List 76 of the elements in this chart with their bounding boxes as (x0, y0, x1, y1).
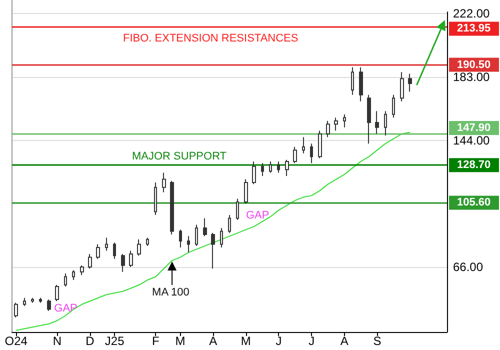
y-tick-label: 144.00 (453, 133, 490, 148)
candlestick (310, 143, 313, 164)
x-tick-label: J (276, 334, 282, 348)
candlestick (293, 146, 297, 164)
candlestick (72, 270, 75, 281)
y-tick-label: 183.00 (453, 70, 490, 84)
candlestick (88, 254, 92, 270)
candlestick (384, 110, 387, 136)
candlestick (105, 237, 108, 252)
ref-line-label: 190.50 (457, 58, 491, 71)
candlestick (367, 94, 371, 144)
candlestick (334, 117, 338, 132)
x-tick-label: J (308, 334, 315, 348)
candlestick (113, 242, 116, 260)
candlestick (408, 73, 412, 92)
x-tick-label: A (340, 334, 348, 348)
candlestick (31, 297, 34, 304)
candlestick (39, 297, 42, 304)
annotation: GAP (246, 210, 270, 222)
candlestick (179, 229, 182, 248)
candlestick (154, 182, 157, 216)
line-series (16, 132, 411, 331)
candlestick (285, 159, 289, 177)
x-tick-label: O24 (4, 334, 28, 348)
candlestick (137, 238, 141, 256)
candlestick (64, 273, 67, 288)
x-tick-label: A (209, 334, 218, 348)
candlestick (121, 254, 125, 272)
ref-line-label: 213.95 (457, 22, 491, 35)
ref-line-label: 147.90 (457, 122, 491, 134)
candlestick (236, 198, 239, 220)
candlestick (220, 228, 223, 248)
candlestick (400, 72, 404, 102)
candlestick (302, 136, 305, 154)
candlestick (261, 162, 264, 177)
candlestick (326, 120, 330, 138)
y-tick-label: 222.00 (453, 6, 490, 21)
candlestick (375, 110, 379, 134)
annotation: MA 100 (152, 286, 190, 298)
candlestick (129, 250, 133, 268)
candlestick (359, 66, 363, 102)
candlestick (162, 172, 166, 193)
candlestick (146, 237, 149, 246)
candlestick (252, 160, 256, 185)
candlestick (211, 232, 215, 270)
x-tick-label: S (373, 334, 382, 348)
candlestick (55, 284, 59, 302)
ref-line-label: 128.70 (457, 159, 491, 172)
candlestick (80, 264, 84, 276)
x-tick-label: F (152, 334, 160, 348)
candlestick (14, 302, 18, 318)
candlestick (244, 178, 248, 204)
candlestick (392, 94, 395, 118)
x-tick-label: J25 (104, 334, 125, 348)
annotation: MAJOR SUPPORT (132, 150, 227, 162)
x-tick-label: M (175, 334, 186, 348)
candlestick (170, 180, 174, 236)
candlestick (351, 66, 354, 96)
candlestick (47, 299, 51, 312)
candlestick (343, 114, 346, 128)
candlestick (96, 244, 100, 260)
x-tick-label: M (240, 334, 251, 348)
annotation: FIBO. EXTENSION RESISTANCES (123, 32, 298, 44)
candlestick (277, 160, 280, 174)
candlestick (23, 297, 26, 307)
y-tick-label: 66.00 (453, 260, 484, 274)
candlestick (269, 160, 272, 174)
x-tick-label: D (86, 334, 95, 348)
annotation: GAP (54, 302, 78, 314)
candlestick (187, 236, 190, 253)
candlestick (195, 224, 198, 246)
candlestick (318, 130, 322, 159)
ref-line-label: 105.60 (457, 196, 491, 209)
x-tick-label: N (52, 334, 62, 348)
candlestick (228, 214, 231, 234)
candlestick (203, 218, 207, 237)
